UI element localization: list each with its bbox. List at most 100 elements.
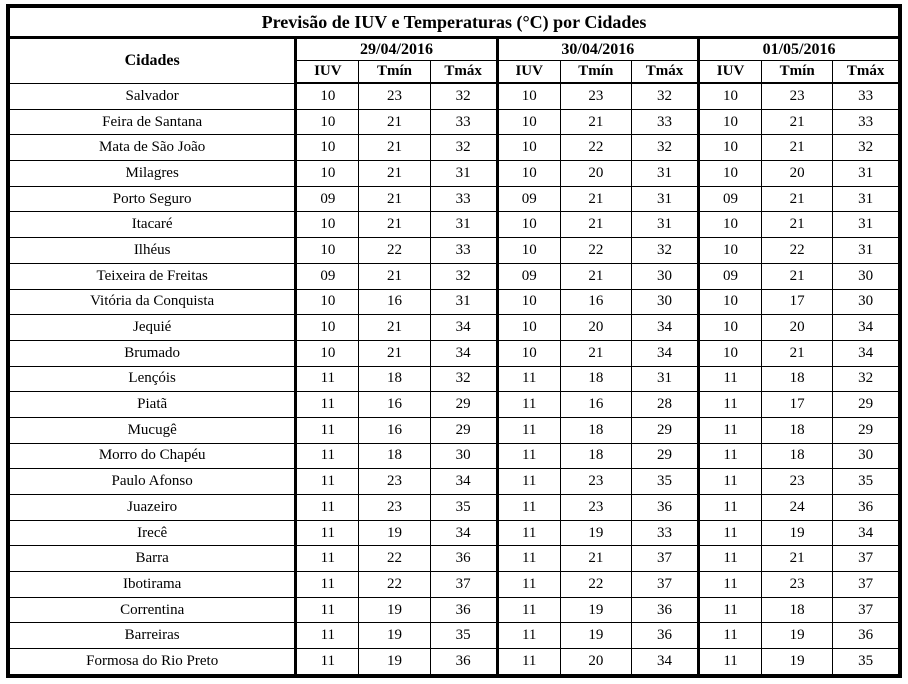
value-cell: 34 (832, 339, 901, 367)
table-title: Previsão de IUV e Temperaturas (°C) por … (7, 5, 901, 39)
value-cell: 11 (697, 391, 763, 418)
value-cell: 16 (559, 288, 632, 316)
table-row: Formosa do Rio Preto 11 19 36 11 20 34 11 19 35 (7, 648, 901, 677)
value-cell: 19 (559, 519, 632, 547)
value-cell: 11 (697, 571, 763, 598)
table-body: Salvador 10 23 32 10 23 32 10 23 33 Feira de Santa… (7, 82, 901, 677)
city-cell: Mata de São João (7, 134, 297, 162)
value-cell: 10 (294, 211, 360, 239)
table-row: Brumado 10 21 34 10 21 34 10 21 34 (7, 339, 901, 367)
date-header-2: 30/04/2016 (495, 37, 700, 61)
value-cell: 11 (697, 622, 763, 650)
value-cell: 10 (495, 288, 561, 316)
tmin-header: Tmín (358, 60, 431, 84)
value-cell: 35 (429, 494, 498, 521)
value-cell: 21 (358, 160, 431, 187)
table-row: Mata de São João 10 21 32 10 22 32 10 21 32 (7, 134, 901, 162)
value-cell: 30 (429, 442, 498, 470)
value-cell: 34 (429, 314, 498, 341)
value-cell: 19 (358, 648, 431, 677)
value-cell: 23 (761, 571, 834, 598)
value-cell: 19 (761, 519, 834, 547)
city-cell: Ilhéus (7, 237, 297, 264)
value-cell: 31 (429, 160, 498, 187)
value-cell: 21 (559, 108, 632, 136)
city-cell: Feira de Santana (7, 108, 297, 136)
value-cell: 17 (761, 391, 834, 418)
value-cell: 23 (358, 494, 431, 521)
value-cell: 16 (358, 391, 431, 418)
value-cell: 11 (495, 519, 561, 547)
value-cell: 09 (495, 185, 561, 213)
table-row: Vitória da Conquista 10 16 31 10 16 30 10 17 30 (7, 288, 901, 316)
value-cell: 18 (761, 596, 834, 624)
value-cell: 36 (429, 545, 498, 573)
value-cell: 31 (832, 160, 901, 187)
value-cell: 36 (630, 494, 700, 521)
value-cell: 21 (761, 339, 834, 367)
value-cell: 11 (294, 494, 360, 521)
value-cell: 19 (358, 596, 431, 624)
value-cell: 37 (832, 596, 901, 624)
value-cell: 36 (630, 596, 700, 624)
value-cell: 16 (358, 288, 431, 316)
table-row: Milagres 10 21 31 10 20 31 10 20 31 (7, 160, 901, 187)
iuv-header: IUV (294, 60, 360, 84)
value-cell: 11 (495, 545, 561, 573)
value-cell: 34 (630, 314, 700, 341)
city-cell: Piatã (7, 391, 297, 418)
value-cell: 37 (832, 571, 901, 598)
value-cell: 21 (358, 185, 431, 213)
value-cell: 18 (761, 416, 834, 444)
value-cell: 37 (630, 545, 700, 573)
value-cell: 33 (429, 108, 498, 136)
value-cell: 37 (630, 571, 700, 598)
value-cell: 34 (630, 648, 700, 677)
value-cell: 23 (358, 82, 431, 110)
value-cell: 20 (761, 314, 834, 341)
date-header-1: 29/04/2016 (294, 37, 498, 61)
value-cell: 32 (429, 134, 498, 162)
value-cell: 21 (358, 314, 431, 341)
value-cell: 29 (429, 391, 498, 418)
city-cell: Salvador (7, 82, 297, 110)
value-cell: 31 (832, 211, 901, 239)
table-row: Barra 11 22 36 11 21 37 11 21 37 (7, 545, 901, 573)
value-cell: 35 (832, 468, 901, 496)
value-cell: 34 (429, 339, 498, 367)
value-cell: 10 (697, 288, 763, 316)
value-cell: 36 (832, 622, 901, 650)
tmax-header: Tmáx (429, 60, 498, 84)
value-cell: 36 (429, 648, 498, 677)
value-cell: 11 (697, 596, 763, 624)
value-cell: 09 (495, 262, 561, 290)
value-cell: 33 (832, 82, 901, 110)
value-cell: 10 (294, 314, 360, 341)
value-cell: 11 (697, 494, 763, 521)
tmax-header: Tmáx (832, 60, 901, 84)
value-cell: 32 (832, 134, 901, 162)
value-cell: 10 (495, 339, 561, 367)
iuv-header: IUV (495, 60, 561, 84)
value-cell: 11 (294, 442, 360, 470)
value-cell: 23 (358, 468, 431, 496)
value-cell: 19 (559, 622, 632, 650)
value-cell: 21 (358, 339, 431, 367)
value-cell: 29 (832, 416, 901, 444)
value-cell: 11 (294, 365, 360, 393)
city-cell: Mucugê (7, 416, 297, 444)
value-cell: 09 (294, 185, 360, 213)
city-cell: Milagres (7, 160, 297, 187)
table-row: Lençóis 11 18 32 11 18 31 11 18 32 (7, 365, 901, 393)
value-cell: 11 (697, 519, 763, 547)
value-cell: 20 (761, 160, 834, 187)
city-cell: Paulo Afonso (7, 468, 297, 496)
value-cell: 32 (429, 82, 498, 110)
value-cell: 10 (294, 134, 360, 162)
value-cell: 18 (761, 442, 834, 470)
value-cell: 11 (697, 442, 763, 470)
city-cell: Formosa do Rio Preto (7, 648, 297, 677)
value-cell: 31 (630, 211, 700, 239)
value-cell: 18 (761, 365, 834, 393)
value-cell: 35 (429, 622, 498, 650)
